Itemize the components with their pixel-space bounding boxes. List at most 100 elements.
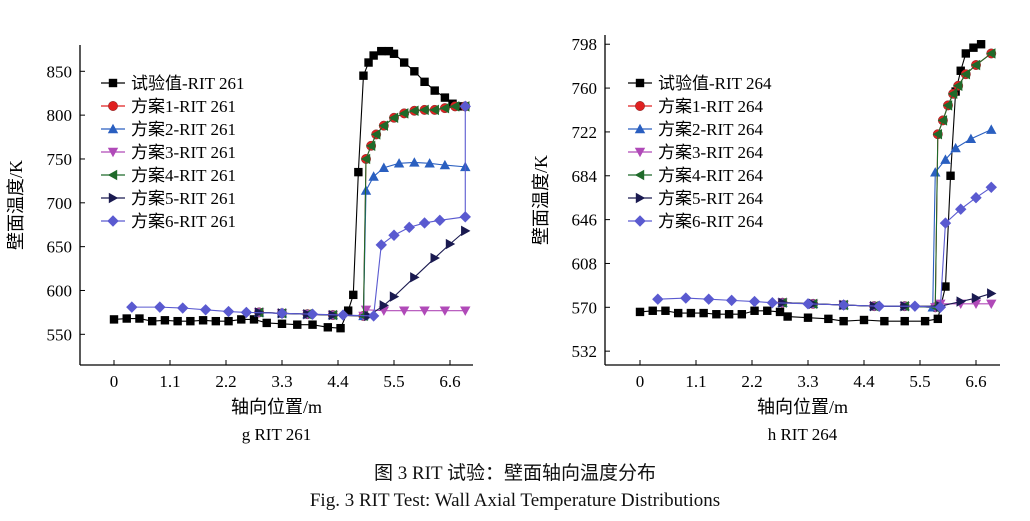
data-point: [652, 293, 664, 305]
data-point: [775, 307, 785, 317]
chart-subtitle: g RIT 261: [242, 425, 312, 444]
data-point: [956, 296, 966, 307]
legend-marker: [107, 169, 118, 181]
y-tick-label: 850: [47, 62, 73, 81]
data-point: [434, 214, 446, 227]
data-point: [393, 158, 405, 168]
x-tick-label: 3.3: [271, 372, 292, 391]
data-point: [419, 306, 430, 316]
series-line: [782, 53, 992, 308]
data-point: [837, 299, 850, 311]
data-point: [439, 306, 451, 316]
legend-label: 方案4-RIT 261: [131, 166, 236, 185]
data-point: [419, 104, 429, 116]
series-line: [782, 129, 992, 308]
data-point: [368, 171, 379, 181]
series-3: [253, 157, 471, 321]
data-point: [418, 217, 431, 229]
legend-label: 方案6-RIT 261: [131, 212, 236, 231]
data-point: [430, 252, 440, 264]
data-point: [122, 314, 131, 323]
data-point: [135, 314, 144, 323]
data-point: [409, 157, 420, 167]
x-tick-label: 4.4: [853, 372, 875, 391]
data-point: [109, 315, 119, 324]
x-tick-label: 5.5: [383, 372, 404, 391]
data-point: [661, 306, 670, 315]
data-point: [349, 290, 358, 300]
data-point: [429, 104, 439, 116]
legend-marker: [634, 147, 646, 158]
series-3: [777, 124, 997, 312]
y-tick-label: 650: [47, 238, 73, 257]
series-7: [126, 100, 471, 322]
x-tick-label: 4.4: [327, 372, 349, 391]
data-point: [802, 298, 814, 310]
legend-marker: [634, 169, 645, 181]
y-tick-label: 800: [47, 106, 73, 125]
data-point: [971, 292, 982, 304]
legend-marker: [634, 123, 646, 134]
x-axis-label: 轴向位置/m: [231, 397, 322, 417]
data-point: [237, 315, 246, 324]
legend-label: 方案1-RIT 264: [658, 97, 763, 116]
data-point: [946, 171, 955, 180]
chart-h: 532 570 608 646 684 722 760 798 0 1.1 2.2 3.3 4.4 5.5…: [531, 35, 1000, 444]
data-point: [703, 293, 715, 305]
data-point: [323, 323, 333, 332]
legend-label: 方案4-RIT 264: [658, 166, 763, 185]
x-tick-label: 6.6: [965, 372, 986, 391]
data-point: [750, 306, 759, 315]
data-point: [375, 239, 387, 251]
series-line: [782, 53, 992, 308]
series-1: [635, 40, 986, 326]
data-point: [399, 58, 409, 67]
data-point: [389, 291, 400, 302]
data-point: [932, 129, 943, 140]
data-point: [449, 101, 460, 112]
data-point: [240, 306, 253, 319]
data-point: [424, 158, 435, 168]
data-point: [783, 312, 792, 321]
legend-marker: [635, 192, 646, 204]
series-line: [639, 43, 982, 322]
data-point: [440, 93, 450, 102]
data-point: [737, 310, 747, 319]
data-point: [986, 48, 996, 59]
y-tick-label: 684: [572, 167, 598, 186]
series-line: [259, 230, 466, 317]
legend-label: 试验值-RIT 261: [131, 74, 245, 93]
legend-marker: [108, 78, 118, 88]
data-point: [398, 108, 409, 119]
data-point: [937, 115, 948, 126]
legend-marker: [108, 192, 119, 204]
legend-marker: [635, 78, 645, 88]
data-point: [673, 308, 683, 318]
data-point: [950, 142, 961, 153]
data-point: [941, 282, 950, 291]
data-point: [173, 316, 182, 326]
data-point: [364, 58, 373, 67]
data-point: [940, 154, 951, 164]
data-point: [839, 316, 848, 326]
data-point: [378, 162, 390, 172]
data-point: [748, 295, 761, 308]
data-point: [224, 316, 233, 326]
data-point: [763, 306, 772, 315]
x-tick-label: 3.3: [797, 372, 818, 391]
data-point: [947, 88, 958, 100]
data-point: [824, 314, 833, 324]
data-point: [199, 304, 212, 316]
data-point: [445, 238, 456, 250]
data-point: [461, 225, 471, 237]
legend-marker: [107, 123, 119, 134]
series-5: [253, 101, 470, 322]
legend-label: 方案3-RIT 264: [658, 143, 763, 162]
y-tick-label: 760: [572, 79, 598, 98]
data-point: [420, 77, 429, 87]
series-7: [652, 181, 997, 314]
x-tick-label: 1.1: [685, 372, 706, 391]
chart-g: 550 600 650 700 750 800 850 0 1.1 2.2 3.3 4.4 5.5 6.6…: [6, 45, 473, 444]
data-point: [985, 181, 997, 194]
data-point: [939, 217, 952, 229]
